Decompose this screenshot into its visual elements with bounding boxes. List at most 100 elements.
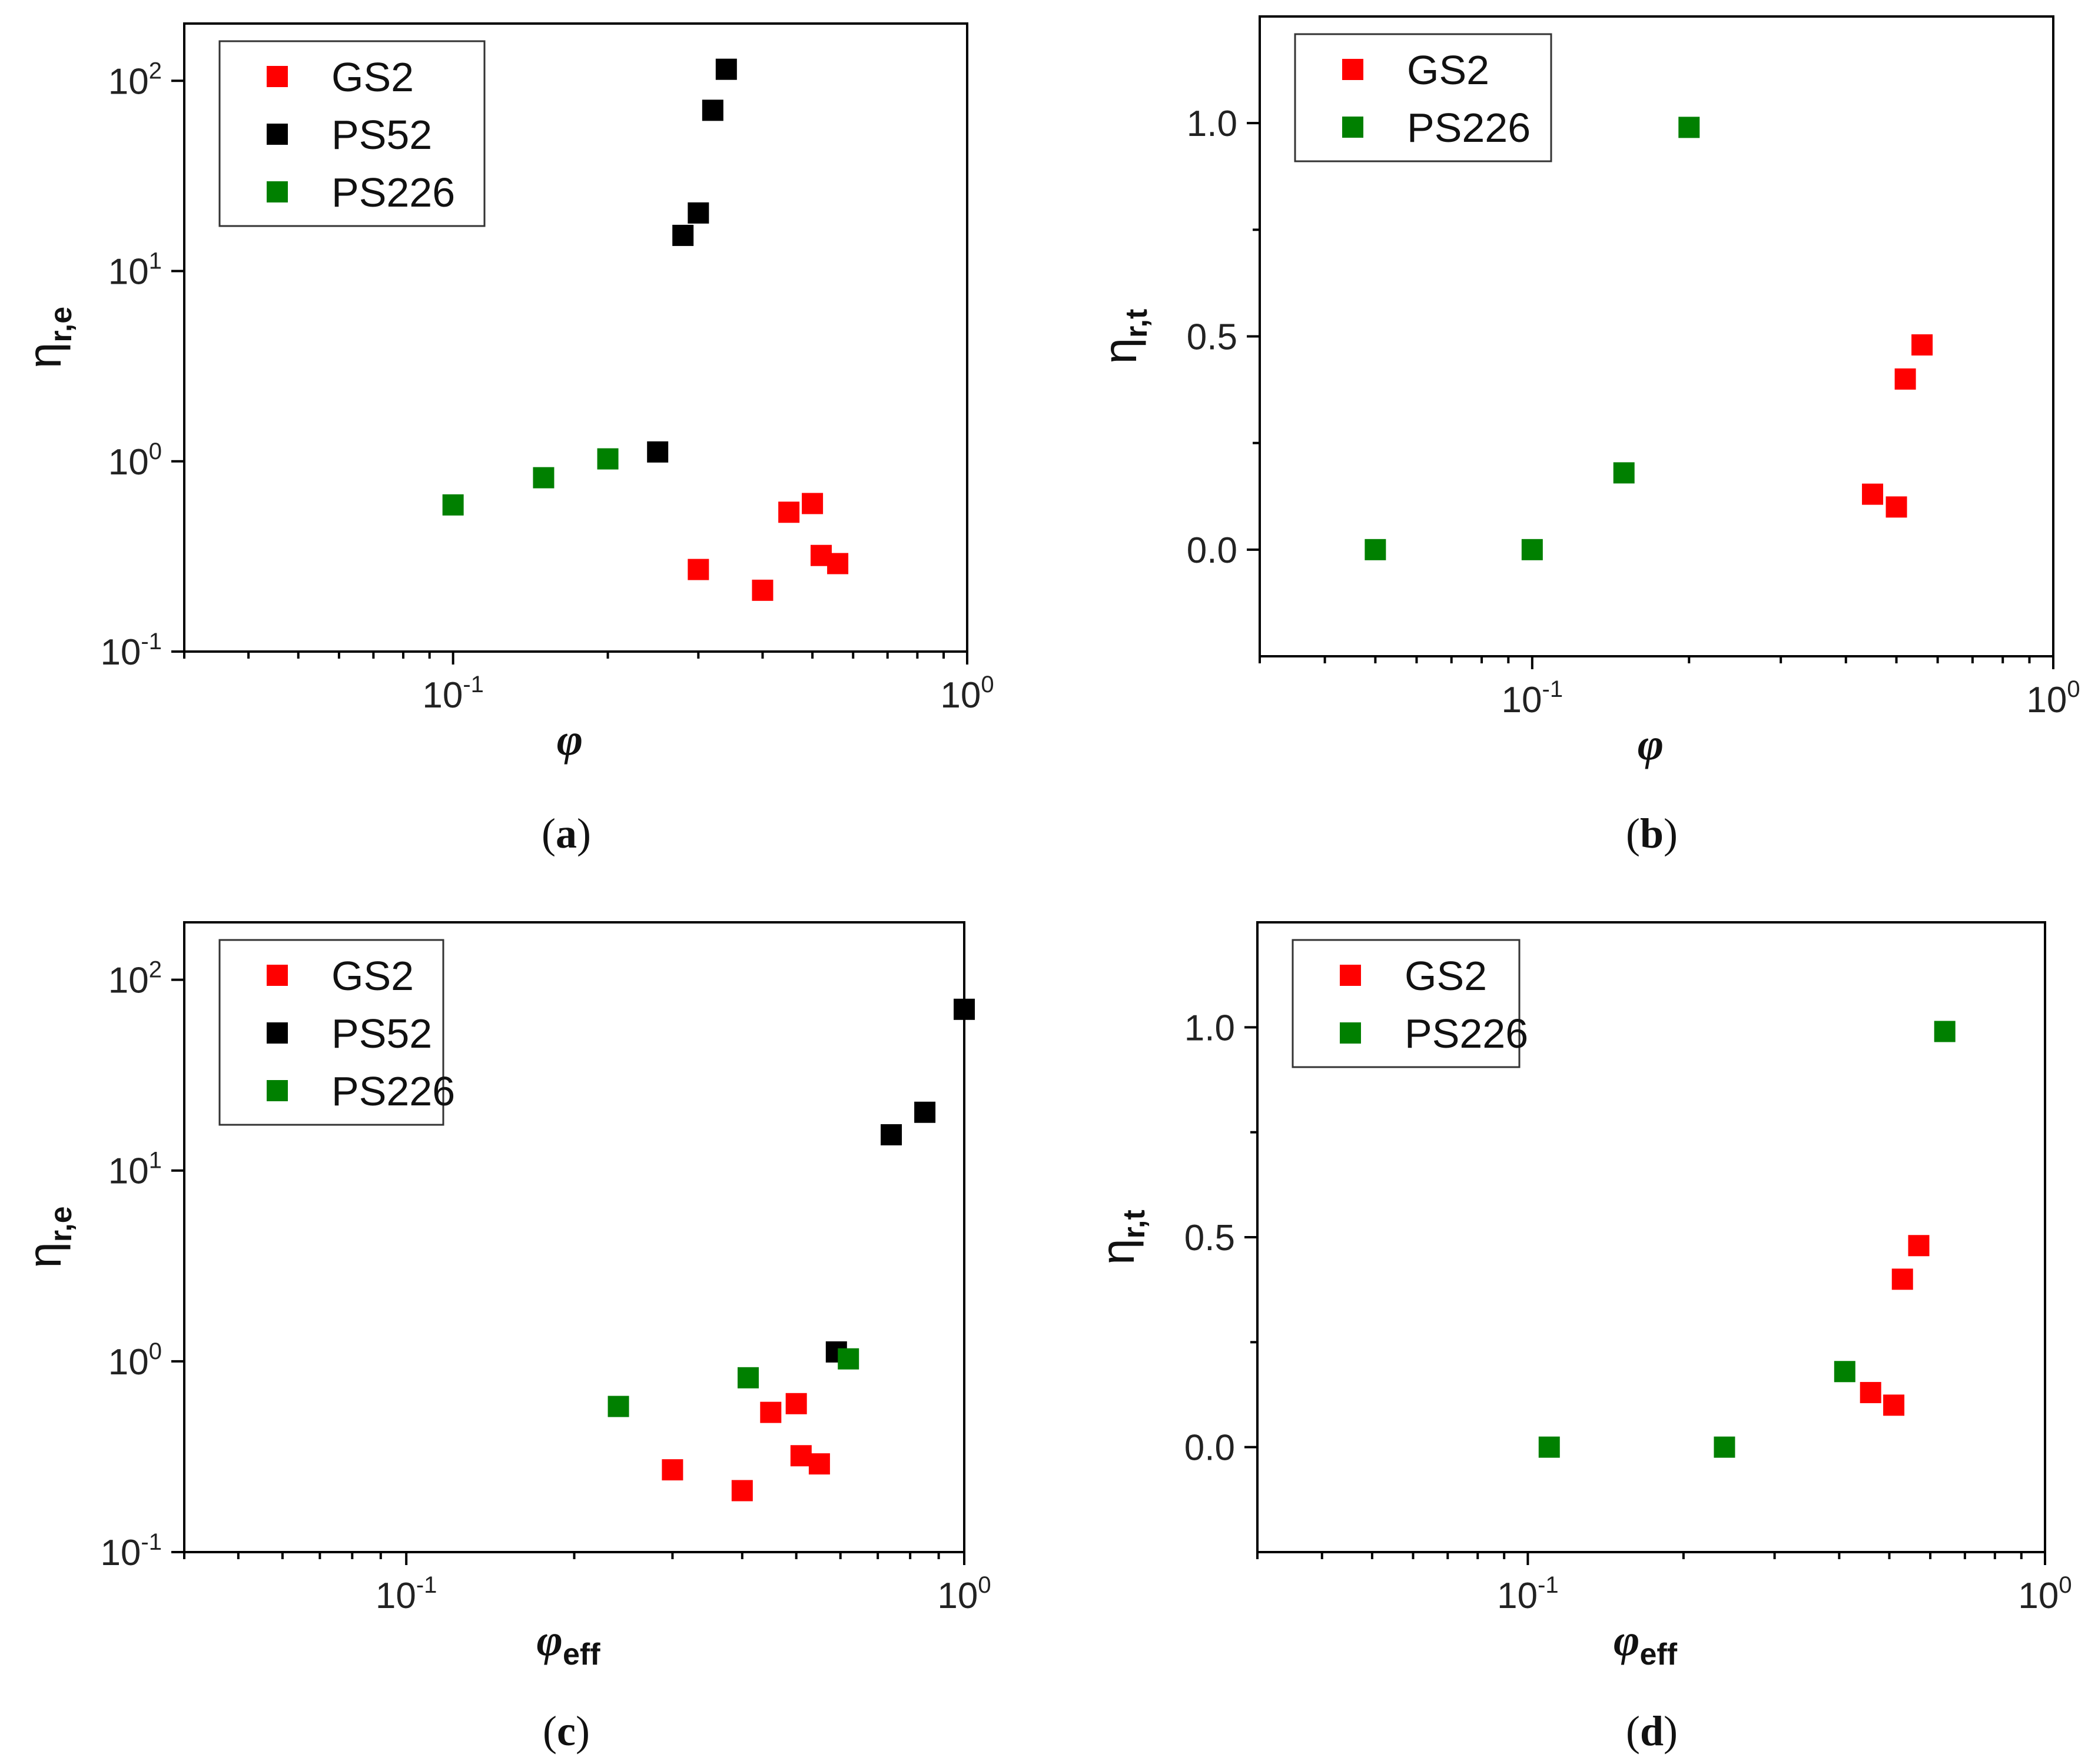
data-point-PS52 — [672, 224, 694, 246]
y-tick-label: 100 — [108, 438, 162, 483]
legend-label-PS52: PS52 — [331, 1011, 432, 1057]
y-tick-label: 1.0 — [1184, 1008, 1235, 1048]
data-point-GS2 — [1891, 1268, 1913, 1290]
data-point-GS2 — [808, 1453, 830, 1475]
legend-box — [218, 40, 486, 227]
y-tick-label: 0.0 — [1184, 1428, 1235, 1469]
y-axis-label: ηr,e — [18, 1206, 78, 1268]
panel-c: 10-1 100 10-1 100 101 102 φeff ηr,e GS2 PS52 PS226 — [18, 921, 991, 1672]
data-point-PS226 — [533, 467, 555, 489]
data-point-GS2 — [1911, 334, 1933, 356]
caption-b: (b) — [1626, 810, 1678, 857]
legend-marker-PS226 — [267, 1080, 288, 1101]
x-axis-label: φ — [1638, 720, 1664, 769]
series-PS226 — [1538, 1021, 1956, 1458]
data-point-PS226 — [442, 494, 464, 516]
y-tick-label: 10-1 — [100, 1529, 162, 1573]
x-tick-label: 100 — [2018, 1572, 2072, 1616]
y-tick-label: 0.5 — [1184, 1218, 1235, 1258]
y-axis-label: ηr,t — [1094, 309, 1154, 364]
data-point-GS2 — [731, 1480, 753, 1501]
y-tick-label: 10-1 — [100, 629, 162, 673]
x-axis-label: φeff — [1614, 1616, 1678, 1672]
data-point-PS226 — [1365, 539, 1386, 560]
legend-marker-PS226 — [1340, 1022, 1361, 1044]
legend-marker-PS52 — [267, 124, 288, 145]
y-tick-label: 102 — [108, 957, 162, 1001]
data-point-GS2 — [752, 579, 774, 601]
x-axis-label: φeff — [536, 1616, 600, 1672]
data-point-PS226 — [737, 1367, 759, 1388]
y-axis-label: ηr,e — [18, 307, 78, 368]
data-point-GS2 — [827, 553, 849, 574]
series-GS2 — [1860, 1235, 1930, 1416]
legend-a: GS2 PS52 PS226 — [218, 40, 486, 227]
panel-b: 10-1 100 0.0 0.5 1.0 φ ηr,t GS2 PS226 — [1094, 15, 2080, 769]
panel-d: 10-1 100 0.0 0.5 1.0 φeff ηr,t GS2 PS226 — [1091, 921, 2072, 1672]
legend-marker-PS226 — [267, 181, 288, 202]
data-point-PS226 — [1678, 117, 1700, 138]
y-tick-label: 101 — [108, 1148, 162, 1192]
caption-c: (c) — [543, 1707, 590, 1755]
data-point-GS2 — [1908, 1235, 1930, 1257]
y-tick-label: 1.0 — [1187, 104, 1237, 144]
series-GS2 — [662, 1393, 830, 1501]
data-point-GS2 — [1894, 368, 1916, 390]
data-point-GS2 — [778, 501, 800, 523]
data-point-GS2 — [662, 1459, 683, 1481]
series-PS52 — [647, 58, 737, 463]
x-tick-label: 100 — [937, 1572, 991, 1616]
caption-d: (d) — [1626, 1707, 1678, 1755]
series-PS226 — [1365, 117, 1700, 560]
data-point-PS52 — [914, 1101, 936, 1123]
legend-marker-GS2 — [267, 66, 288, 87]
y-tick-label: 102 — [108, 58, 162, 102]
legend-box — [1294, 33, 1552, 162]
legend-label-GS2: GS2 — [1405, 953, 1487, 999]
series-GS2 — [688, 493, 849, 601]
series-GS2 — [1862, 334, 1933, 518]
data-point-PS52 — [702, 99, 723, 121]
data-point-PS226 — [1613, 462, 1635, 484]
data-point-PS52 — [647, 441, 669, 463]
x-tick-label: 10-1 — [1502, 676, 1563, 720]
x-tick-label: 10-1 — [1497, 1572, 1559, 1616]
y-tick-label: 101 — [108, 248, 162, 293]
legend-label-PS226: PS226 — [1407, 105, 1531, 151]
data-point-GS2 — [1885, 496, 1907, 518]
data-point-PS226 — [1714, 1436, 1735, 1458]
legend-label-PS52: PS52 — [331, 112, 432, 158]
data-point-GS2 — [688, 559, 709, 580]
legend-marker-GS2 — [1342, 59, 1363, 80]
legend-label-GS2: GS2 — [1407, 47, 1489, 93]
y-axis-label: ηr,t — [1091, 1210, 1151, 1265]
x-tick-label: 100 — [940, 672, 994, 716]
data-point-GS2 — [802, 493, 824, 514]
legend-marker-PS52 — [267, 1022, 288, 1044]
panel-a: 10-1 100 10-1 100 101 102 φ ηr,e GS2 PS52 PS226 — [18, 22, 994, 765]
data-point-PS52 — [954, 998, 975, 1020]
x-tick-label: 10-1 — [422, 672, 484, 716]
y-tick-label: 0.0 — [1187, 530, 1237, 571]
data-point-GS2 — [790, 1445, 812, 1467]
legend-marker-GS2 — [267, 965, 288, 986]
x-tick-label: 100 — [2026, 676, 2080, 720]
legend-c: GS2 PS52 PS226 — [218, 939, 455, 1126]
data-point-PS226 — [1834, 1361, 1855, 1383]
data-point-PS226 — [608, 1396, 629, 1417]
data-point-GS2 — [1883, 1394, 1905, 1416]
y-tick-label: 100 — [108, 1338, 162, 1383]
series-PS52 — [825, 998, 975, 1363]
y-tick-label: 0.5 — [1187, 317, 1237, 358]
data-point-GS2 — [1860, 1381, 1881, 1403]
caption-a: (a) — [542, 810, 591, 857]
legend-label-PS226: PS226 — [1405, 1011, 1528, 1057]
legend-label-PS226: PS226 — [331, 170, 455, 215]
data-point-PS52 — [688, 202, 709, 224]
data-point-PS52 — [715, 58, 737, 80]
data-point-GS2 — [760, 1401, 782, 1423]
data-point-GS2 — [1862, 483, 1884, 505]
legend-box — [218, 939, 444, 1126]
legend-marker-PS226 — [1342, 117, 1363, 138]
